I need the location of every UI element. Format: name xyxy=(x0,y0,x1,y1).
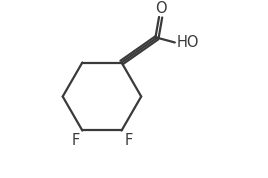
Text: O: O xyxy=(155,1,166,16)
Text: HO: HO xyxy=(177,35,199,50)
Text: F: F xyxy=(124,133,133,148)
Text: F: F xyxy=(71,133,79,148)
